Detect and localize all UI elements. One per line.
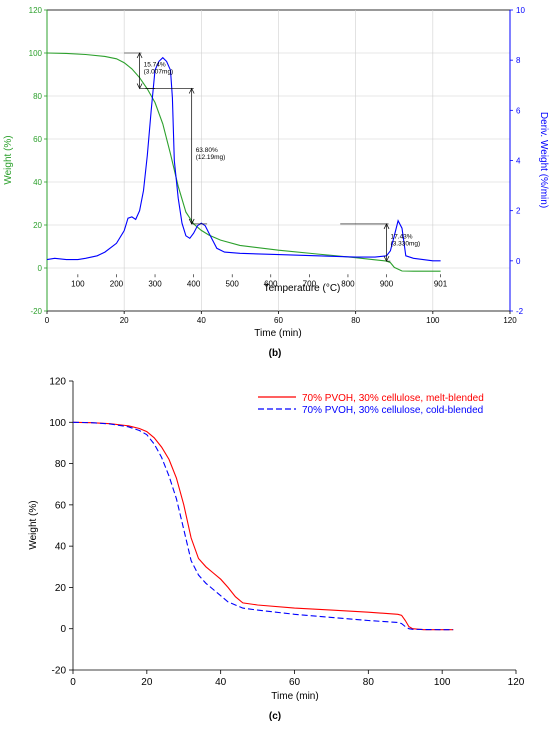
panel-b-temperature-tick-label: 600 xyxy=(264,279,278,288)
panel-c-x-tick-label: 0 xyxy=(70,677,76,688)
panel-b-x-tick-label: 20 xyxy=(120,316,129,325)
panel-b-y-tick-label: 40 xyxy=(33,178,42,187)
panel-b-y2-ticks: -2 0 2 4 6 8 10 xyxy=(510,6,525,316)
panel-c-y-tick-label: 120 xyxy=(49,377,66,388)
panel-b-y2-tick-label: 8 xyxy=(516,56,521,65)
panel-c-y-tick-label: -20 xyxy=(52,666,67,677)
panel-b-y-tick-label: 60 xyxy=(33,135,42,144)
panel-b-y2-tick-label: 2 xyxy=(516,207,521,216)
panel-b-temperature-tick-label: 800 xyxy=(341,279,355,288)
panel-b-y-tick-label: 20 xyxy=(33,221,42,230)
panel-b-x-tick-label: 60 xyxy=(274,316,283,325)
panel-c-y-axis-label: Weight (%) xyxy=(28,500,39,549)
legend-label-melt-blended: 70% PVOH, 30% cellulose, melt-blended xyxy=(302,393,484,404)
panel-c-y-tick-label: 0 xyxy=(60,624,66,635)
panel-b-y2-tick-label: 0 xyxy=(516,257,521,266)
panel-c-x-tick-label: 120 xyxy=(508,677,525,688)
panel-b-grid xyxy=(47,10,510,311)
annotation-percent-label: 63.80% xyxy=(196,147,218,154)
panel-c-legend: 70% PVOH, 30% cellulose, melt-blended 70… xyxy=(258,393,484,416)
panel-b-y-tick-label: 0 xyxy=(38,264,43,273)
panel-b-y2-tick-label: 10 xyxy=(516,6,525,15)
annotation-percent-label: 17.43% xyxy=(391,234,413,241)
panel-b-temperature-ticks: 100 200 300 400 500 600 700 800 900 901 xyxy=(71,274,448,288)
panel-c-x-tick-label: 100 xyxy=(434,677,451,688)
panel-b-temperature-tick-label: 500 xyxy=(226,279,240,288)
panel-b-y-axis-label: Weight (%) xyxy=(3,135,14,184)
panel-c-y-tick-label: 80 xyxy=(55,459,67,470)
annotation-mass-label: (3.330mg) xyxy=(391,241,421,248)
annotation-mass-label: (12.19mg) xyxy=(196,154,226,161)
annotation-arrowhead xyxy=(136,52,143,59)
panel-c-x-tick-label: 60 xyxy=(289,677,301,688)
annotation-arrowhead xyxy=(383,223,390,230)
panel-b-y-ticks: -20 0 20 40 60 80 100 120 xyxy=(29,6,47,316)
panel-b-y2-axis-label: Deriv. Weight (%/min) xyxy=(538,112,549,208)
annotation-mass-label: (3.007mg) xyxy=(144,69,174,76)
panel-b-x-tick-label: 0 xyxy=(45,316,50,325)
panel-c-cold-blended-line xyxy=(72,421,454,631)
panel-b-y2-tick-label: 6 xyxy=(516,106,521,115)
panel-b-y-tick-label: 100 xyxy=(29,49,43,58)
panel-b-temperature-tick-label: 400 xyxy=(187,279,201,288)
annotation-arrowhead xyxy=(383,255,390,262)
panel-b-x-tick-label: 80 xyxy=(351,316,360,325)
panel-b-temperature-tick-label: 100 xyxy=(71,279,85,288)
panel-b-x-axis-label: Time (min) xyxy=(254,328,301,339)
panel-c-melt-blended-line xyxy=(72,421,454,631)
annotation-percent-label: 15.74% xyxy=(144,62,166,69)
panel-b-x-ticks: 0 20 40 60 80 100 120 xyxy=(45,311,517,325)
panel-b-temperature-tick-label: 900 xyxy=(380,279,394,288)
panel-b-x-tick-label: 100 xyxy=(426,316,440,325)
panel-c-caption-label: (c) xyxy=(269,711,281,722)
panel-b-temperature-tick-label: 901 xyxy=(434,279,448,288)
panel-b-temperature-tick-label: 300 xyxy=(148,279,162,288)
legend-label-cold-blended: 70% PVOH, 30% cellulose, cold-blended xyxy=(302,405,483,416)
panel-b-y-tick-label: -20 xyxy=(30,307,42,316)
panel-b-y-tick-label: 80 xyxy=(33,92,42,101)
panel-b-y2-tick-label: -2 xyxy=(516,307,524,316)
panel-c-y-tick-label: 20 xyxy=(55,583,67,594)
panel-b-temperature-tick-label: 700 xyxy=(303,279,317,288)
panel-b-x-tick-label: 120 xyxy=(503,316,517,325)
annotation-arrowhead xyxy=(136,83,143,90)
panel-b-y2-tick-label: 4 xyxy=(516,157,521,166)
panel-b-temperature-label: Temperature (°C) xyxy=(264,283,341,294)
panel-c-x-tick-label: 80 xyxy=(363,677,375,688)
panel-b-temperature-tick-label: 200 xyxy=(110,279,124,288)
annotation-arrowhead xyxy=(188,218,195,225)
panel-b-x-tick-label: 40 xyxy=(197,316,206,325)
panel-c-y-tick-label: 100 xyxy=(49,418,66,429)
panel-b-weight-line xyxy=(46,52,441,272)
panel-c-x-axis-label: Time (min) xyxy=(271,691,318,702)
panel-c-x-tick-label: 20 xyxy=(141,677,153,688)
panel-c-x-tick-label: 40 xyxy=(215,677,227,688)
annotation-arrowhead xyxy=(188,87,195,94)
panel-b-y-tick-label: 120 xyxy=(29,6,43,15)
panel-b-caption-label: (b) xyxy=(269,348,282,359)
panel-c-y-tick-label: 60 xyxy=(55,500,67,511)
panel-b-step-annotations: 15.74%(3.007mg) 63.80%(12.19mg) 17.43%(3.3… xyxy=(124,52,421,262)
panel-c-y-tick-label: 40 xyxy=(55,542,67,553)
